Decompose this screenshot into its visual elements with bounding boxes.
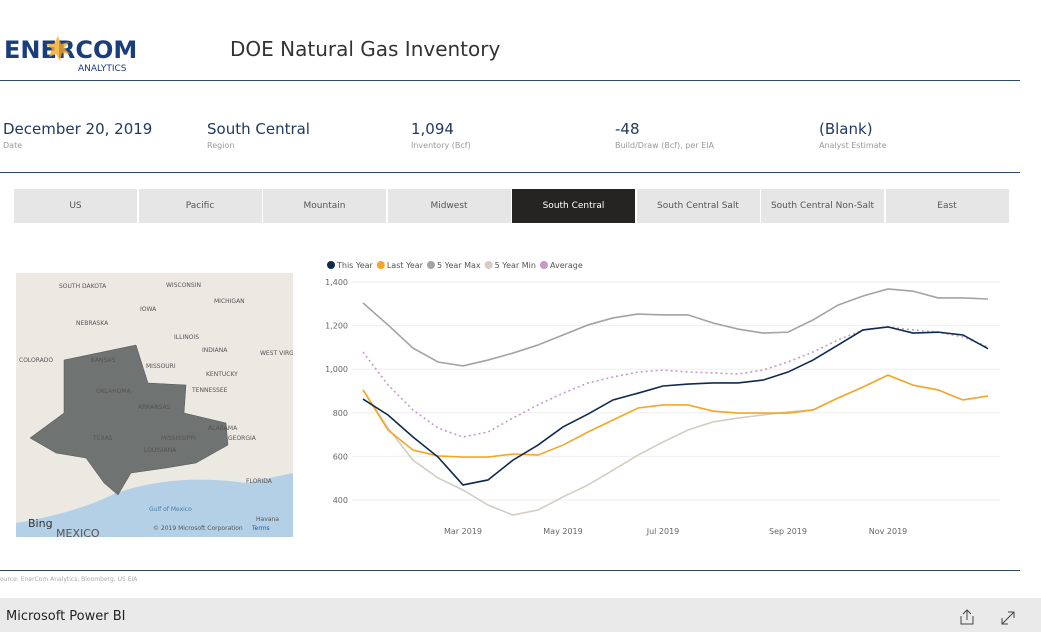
tab[interactable]: South Central Non-Salt bbox=[761, 189, 884, 223]
source: ource: EnerCom Analytics, Bloomberg, US … bbox=[0, 576, 138, 583]
tab[interactable]: US bbox=[14, 189, 137, 223]
series-line bbox=[362, 288, 989, 367]
logo-sub: ANALYTICS bbox=[78, 64, 127, 74]
x-tick-label: May 2019 bbox=[543, 527, 582, 536]
map-label: MEXICO bbox=[56, 527, 100, 537]
map-label: SOUTH DAKOTA bbox=[59, 283, 107, 290]
y-tick-label: 1,400 bbox=[325, 278, 348, 287]
map-label: LOUISIANA bbox=[144, 447, 177, 454]
series-line bbox=[362, 326, 989, 486]
fullscreen-icon[interactable] bbox=[1001, 611, 1015, 625]
map-label: GEORGIA bbox=[228, 435, 257, 442]
map-region bbox=[29, 344, 229, 496]
tab[interactable]: South Central Salt bbox=[636, 189, 760, 223]
divider bbox=[0, 80, 1020, 81]
map-label: TEXAS bbox=[92, 435, 113, 442]
map-label: KANSAS bbox=[91, 357, 115, 364]
map-label: INDIANA bbox=[202, 347, 228, 354]
map-label: KENTUCKY bbox=[206, 371, 238, 378]
kpi-value: December 20, 2019 bbox=[3, 120, 153, 138]
tab[interactable]: Mountain bbox=[263, 189, 386, 223]
tab[interactable]: Pacific bbox=[138, 189, 262, 223]
kpi-label: Region bbox=[207, 141, 235, 150]
chart: 400 600 800 1,000 1,200 1,400 Mar 2019 May 2019… bbox=[325, 261, 1000, 536]
legend-label: Average bbox=[550, 261, 583, 270]
map-brand: Bing bbox=[28, 517, 53, 530]
series-line bbox=[362, 374, 989, 458]
kpi-label: Inventory (Bcf) bbox=[411, 141, 471, 150]
kpi-label: Analyst Estimate bbox=[819, 141, 887, 150]
tab[interactable]: East bbox=[885, 189, 1009, 223]
map-label: OKLAHOMA bbox=[96, 388, 132, 395]
y-tick-label: 1,200 bbox=[325, 322, 348, 331]
legend-label: 5 Year Min bbox=[495, 261, 536, 270]
x-tick-label: Sep 2019 bbox=[769, 527, 807, 536]
map-label: Havana bbox=[256, 516, 279, 523]
map-label: NEBRASKA bbox=[76, 320, 109, 327]
legend-swatch bbox=[327, 261, 335, 269]
x-tick-label: Nov 2019 bbox=[869, 527, 908, 536]
map-label: MISSISSIPPI bbox=[161, 435, 196, 442]
map: SOUTH DAKOTA WISCONSIN MICHIGAN IOWA NEBRASK… bbox=[16, 273, 293, 537]
y-tick-label: 600 bbox=[333, 452, 348, 461]
title: DOE Natural Gas Inventory bbox=[230, 37, 501, 61]
map-water bbox=[16, 473, 293, 537]
legend-swatch bbox=[376, 261, 385, 269]
map-label: ILLINOIS bbox=[174, 334, 199, 341]
kpi-value: -48 bbox=[615, 120, 640, 138]
kpi-value: South Central bbox=[207, 120, 310, 138]
map-label: COLORADO bbox=[19, 357, 53, 364]
series-line bbox=[362, 374, 989, 516]
footer-icons bbox=[960, 609, 1015, 625]
map-label: MICHIGAN bbox=[214, 298, 245, 305]
series-line bbox=[362, 326, 989, 438]
legend-swatch bbox=[484, 261, 493, 269]
y-tick-label: 1,000 bbox=[325, 365, 348, 374]
tab[interactable]: Midwest bbox=[387, 189, 511, 223]
map-label: MISSOURI bbox=[146, 363, 176, 370]
map-label: Gulf of Mexico bbox=[149, 506, 192, 513]
x-tick-label: Mar 2019 bbox=[444, 527, 482, 536]
kpi-label: Build/Draw (Bcf), per EIA bbox=[615, 141, 714, 150]
kpi-value: (Blank) bbox=[819, 120, 873, 138]
divider bbox=[0, 570, 1020, 571]
map-label: IOWA bbox=[140, 306, 157, 313]
app-name: Microsoft Power BI bbox=[6, 609, 126, 624]
map-copyright: © 2019 Microsoft Corporation bbox=[153, 525, 243, 532]
map-terms[interactable]: Terms bbox=[251, 525, 270, 532]
legend-label: Last Year bbox=[387, 261, 424, 270]
legend-swatch bbox=[426, 261, 435, 269]
kpi-label: Date bbox=[3, 141, 23, 150]
divider bbox=[0, 172, 1020, 173]
legend-swatch bbox=[539, 261, 548, 269]
map-label: WEST VIRGINIA bbox=[260, 350, 293, 357]
tab[interactable]: South Central bbox=[512, 189, 635, 223]
y-tick-label: 400 bbox=[333, 496, 348, 505]
map-label: WISCONSIN bbox=[166, 282, 201, 289]
logo-text: ENERCOM bbox=[4, 36, 137, 64]
map-label: ALABAMA bbox=[208, 425, 238, 432]
footer-bar: Microsoft Power BI bbox=[0, 598, 1041, 632]
legend-label: This Year bbox=[336, 261, 374, 270]
map-label: FLORIDA bbox=[246, 478, 273, 485]
y-tick-label: 800 bbox=[333, 409, 348, 418]
kpi-value: 1,094 bbox=[411, 120, 454, 138]
map-label: TENNESSEE bbox=[191, 387, 228, 394]
x-tick-label: Jul 2019 bbox=[646, 527, 680, 536]
legend-label: 5 Year Max bbox=[437, 261, 481, 270]
logo-sun bbox=[46, 36, 70, 61]
logo: ENERCOM ANALYTICS bbox=[4, 36, 137, 74]
map-label: ARKANSAS bbox=[138, 404, 171, 411]
share-icon[interactable] bbox=[960, 609, 974, 625]
